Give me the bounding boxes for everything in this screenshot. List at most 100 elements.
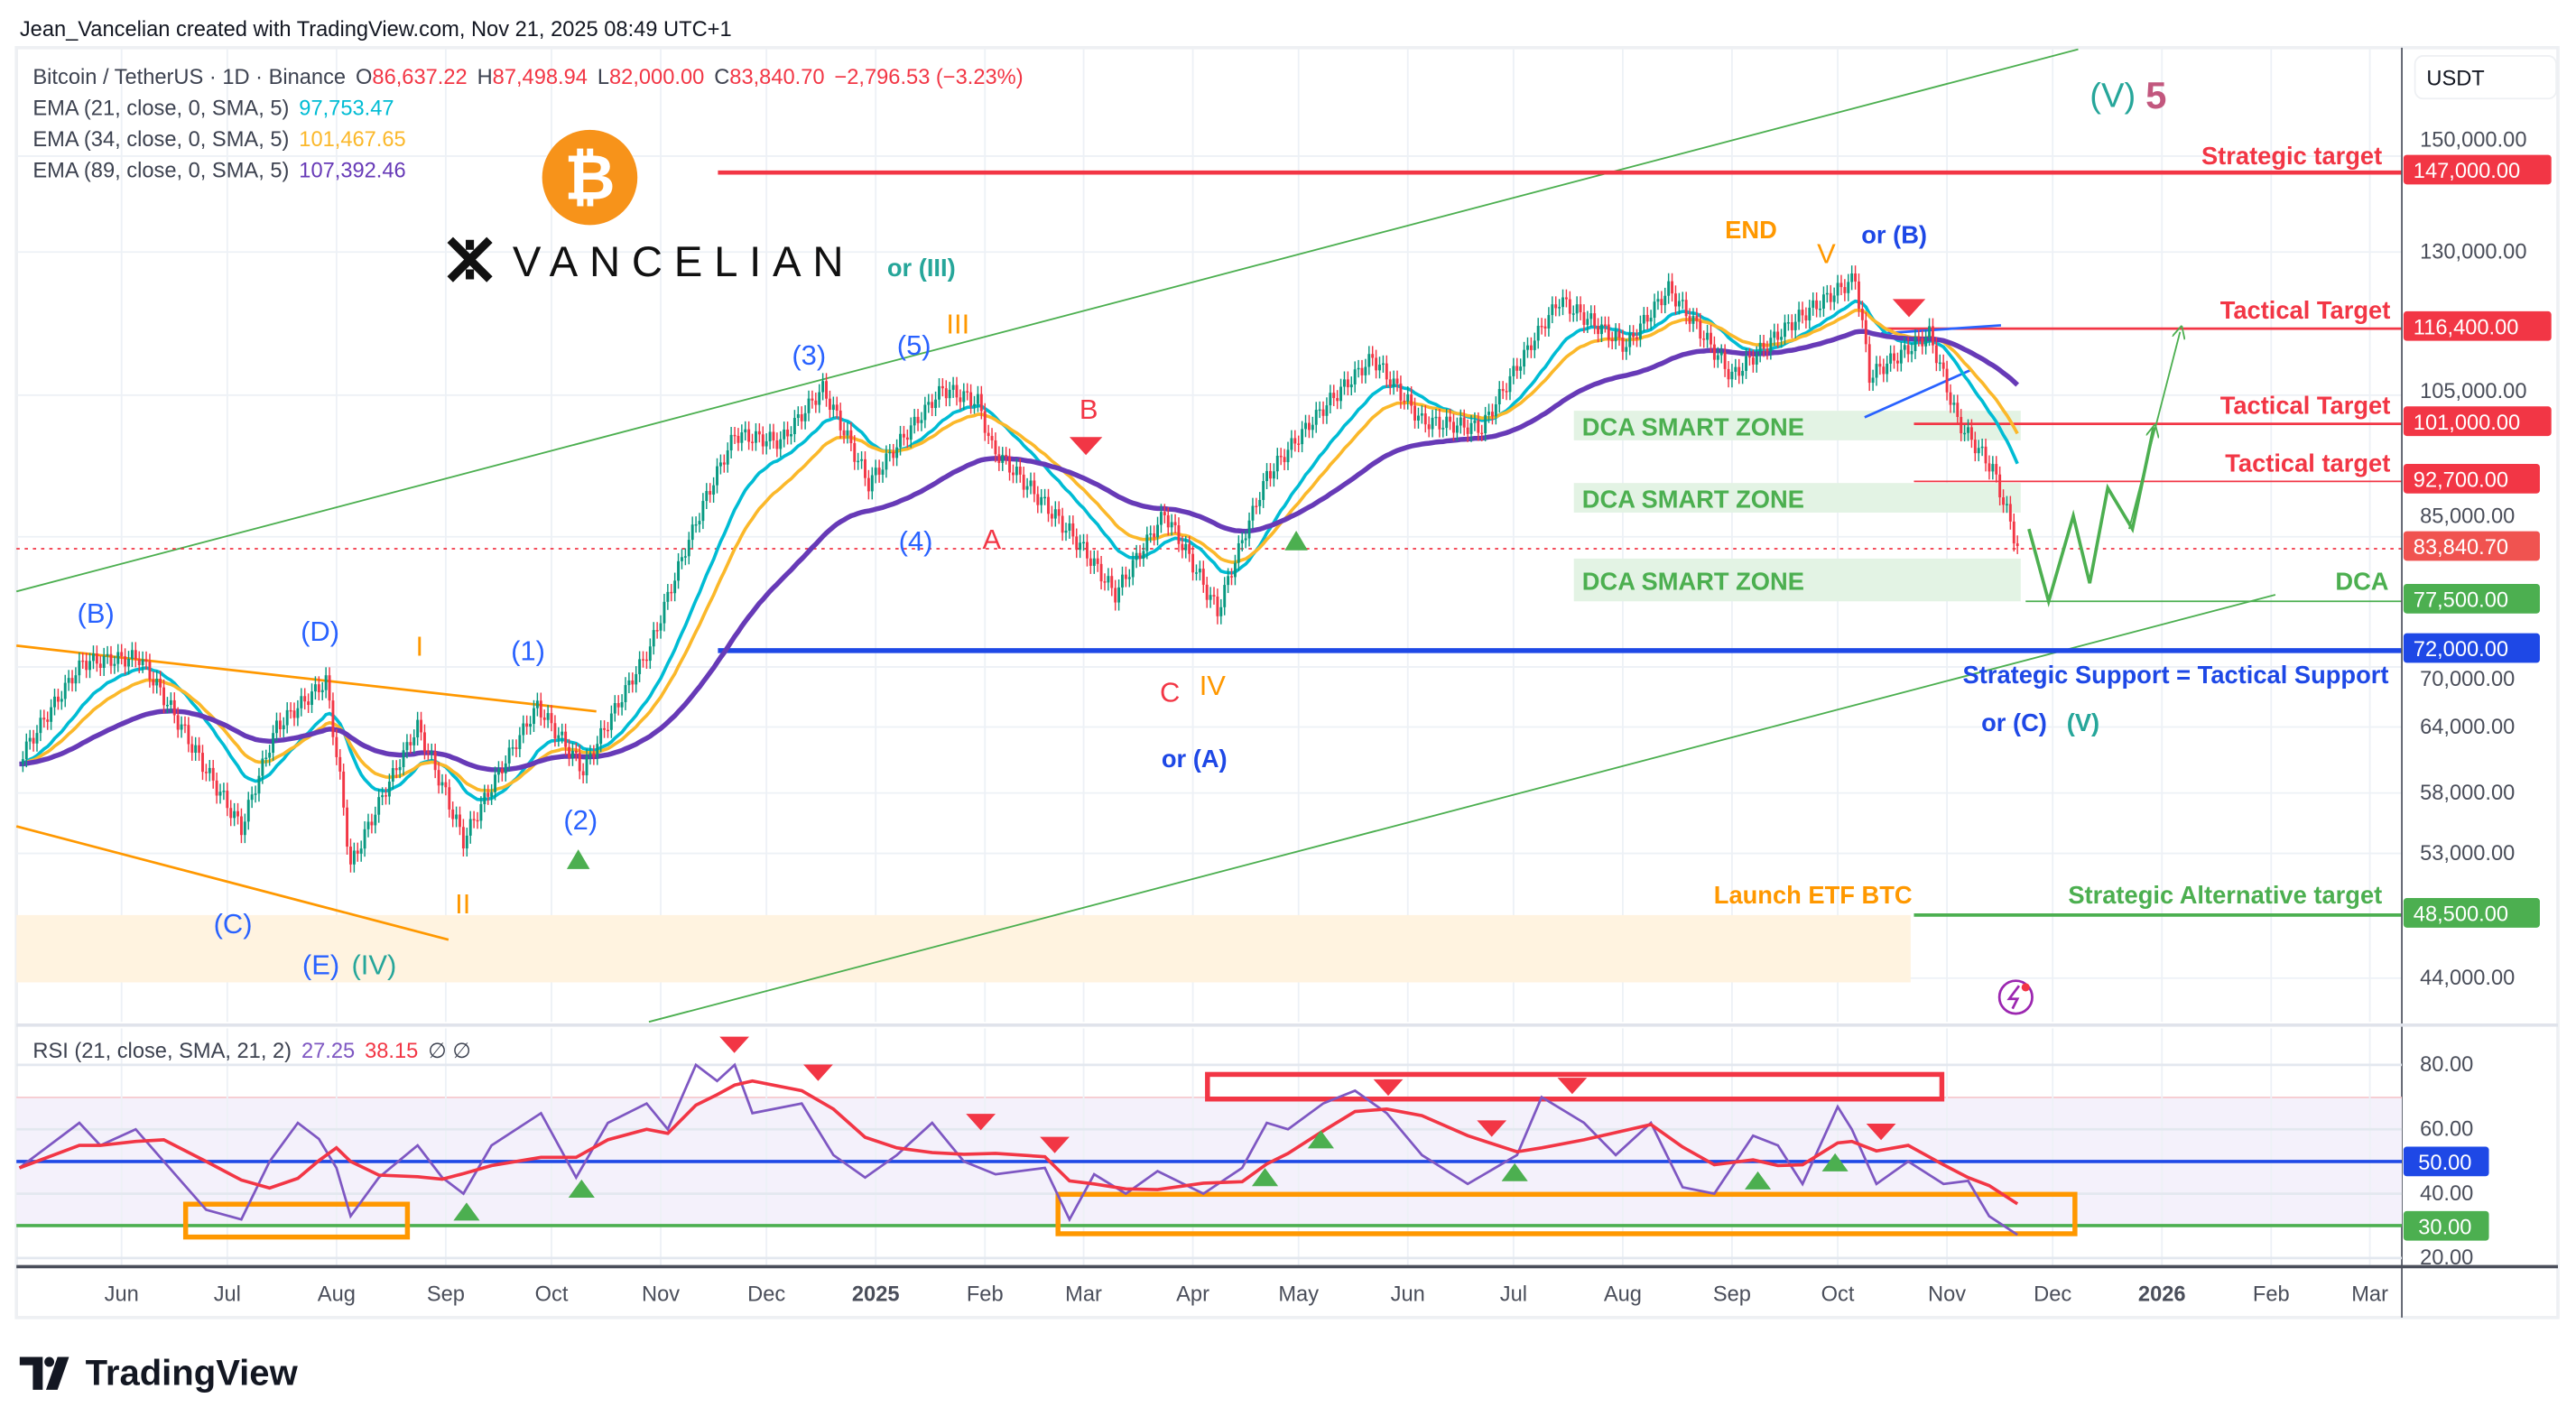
candle-body: [409, 742, 412, 745]
candle-body: [624, 685, 627, 702]
candle-body: [1487, 412, 1490, 415]
dca-zone-1: [1573, 411, 2021, 440]
candle-body: [1875, 364, 1878, 378]
candle-body: [416, 719, 420, 738]
candle-body: [490, 792, 494, 797]
price-tick-label: 70,000.00: [2420, 668, 2515, 691]
candle-body: [1797, 310, 1801, 322]
rsi-ma-line: [18, 1079, 2019, 1206]
rsi-axis[interactable]: 80.00 60.00 40.00 20.00 50.00 30.00: [2403, 1053, 2489, 1270]
candle-body: [1597, 326, 1600, 335]
candle-body: [218, 792, 222, 796]
lightning-icon[interactable]: [1997, 979, 2034, 1015]
wedge-lower-line[interactable]: [15, 825, 449, 941]
time-axis[interactable]: Jun Jul Aug Sep Oct Nov Dec 2025 Feb Mar Apr May Jun…: [105, 1283, 2388, 1307]
time-tick-label: Sep: [427, 1283, 465, 1307]
candle-body: [592, 753, 596, 757]
candle-body: [1860, 309, 1864, 320]
projection-arrow-1[interactable]: [2128, 332, 2180, 530]
rsi-tick-label: 40.00: [2420, 1182, 2473, 1206]
svg-text:Bitcoin / TetherUS · 1D · Bina: Bitcoin / TetherUS · 1D · Binance O86,637…: [32, 66, 1023, 89]
candle-body: [828, 398, 831, 411]
candle-body: [846, 430, 849, 436]
candle-body: [1212, 595, 1216, 597]
candle-body: [422, 732, 426, 752]
candle-body: [1008, 456, 1012, 473]
candle-body: [1064, 530, 1068, 533]
time-tick-label: Jul: [1500, 1283, 1527, 1307]
candle-body: [620, 701, 624, 708]
time-tick-label: May: [1278, 1283, 1319, 1307]
candle-body: [1177, 525, 1181, 544]
channel-upper-line[interactable]: [15, 48, 2079, 593]
candle-body: [747, 429, 751, 442]
candle-body: [539, 700, 542, 718]
candle-body: [800, 414, 803, 421]
candle-body: [807, 398, 811, 413]
candle-body: [1071, 523, 1075, 537]
candle-body: [215, 780, 218, 796]
candle-body: [1784, 322, 1786, 338]
candle-body: [1673, 293, 1677, 307]
channel-lower-line[interactable]: [648, 594, 2276, 1023]
rsi-level-tag: [2403, 1210, 2489, 1241]
candle-body: [1938, 362, 1941, 365]
candle-body: [666, 591, 670, 602]
candle-body: [352, 850, 356, 865]
candle-body: [764, 440, 768, 447]
candle-body: [183, 724, 187, 727]
candle-body: [514, 747, 518, 749]
candle-body: [1124, 574, 1127, 579]
time-tick-label: Jun: [105, 1283, 139, 1307]
candle-body: [1867, 344, 1871, 384]
time-tick-label: Nov: [1928, 1283, 1966, 1307]
sell-signal-icon: [1373, 1079, 1404, 1097]
wedge-upper-line[interactable]: [16, 644, 597, 713]
time-tick-label: Nov: [642, 1283, 680, 1307]
candle-body: [564, 731, 568, 747]
projection-arrow-2[interactable]: [2131, 431, 2154, 530]
candle-body: [144, 659, 148, 662]
candle-body: [1512, 366, 1515, 376]
candle-body: [670, 591, 673, 594]
price-axis[interactable]: 150,000.00 130,000.00 105,000.00 85,000.00 7…: [2403, 128, 2552, 990]
candle-body: [78, 660, 81, 676]
candle-body: [1272, 471, 1275, 479]
candle-body: [1617, 330, 1621, 338]
currency-button[interactable]: [2414, 55, 2558, 100]
svg-text:Tactical Target: Tactical Target: [2220, 296, 2391, 324]
candle-body: [1677, 301, 1681, 307]
rsi-overbought-box[interactable]: [1205, 1071, 1945, 1102]
triangle-upper-line[interactable]: [1880, 324, 2002, 335]
candle-body: [92, 653, 95, 662]
rsi-oversold-box-2[interactable]: [1055, 1191, 2078, 1236]
candle-body: [951, 384, 955, 390]
candle-body: [60, 699, 63, 702]
candle-body: [718, 462, 722, 467]
price-tick-label: 58,000.00: [2420, 782, 2515, 805]
candle-body: [596, 744, 599, 757]
candle-body: [50, 707, 53, 722]
candle-body: [740, 432, 744, 443]
candle-body: [1614, 330, 1617, 342]
candle-body: [1864, 319, 1867, 345]
svg-text:EMA (34, close, 0, SMA, 5)101,: EMA (34, close, 0, SMA, 5) 101,467.65: [32, 128, 405, 152]
sell-signal-icon: [1477, 1120, 1507, 1137]
triangle-lower-line[interactable]: [1864, 368, 1972, 419]
candle-body: [172, 699, 176, 716]
candle-body: [1526, 345, 1529, 350]
price-label-tag: [2403, 463, 2540, 494]
candle-body: [120, 652, 124, 657]
rsi-tick-label: 20.00: [2420, 1246, 2473, 1270]
candle-body: [1523, 349, 1526, 367]
rsi-oversold-box-1[interactable]: [182, 1201, 411, 1240]
candle-body: [39, 718, 42, 734]
candle-body: [1501, 389, 1505, 392]
candle-body: [459, 814, 461, 828]
candle-body: [1018, 467, 1022, 475]
price-tick-label: 105,000.00: [2420, 380, 2526, 403]
candle-body: [1533, 340, 1536, 350]
candle-body: [1459, 417, 1462, 426]
ema-89-line: [19, 329, 2020, 773]
